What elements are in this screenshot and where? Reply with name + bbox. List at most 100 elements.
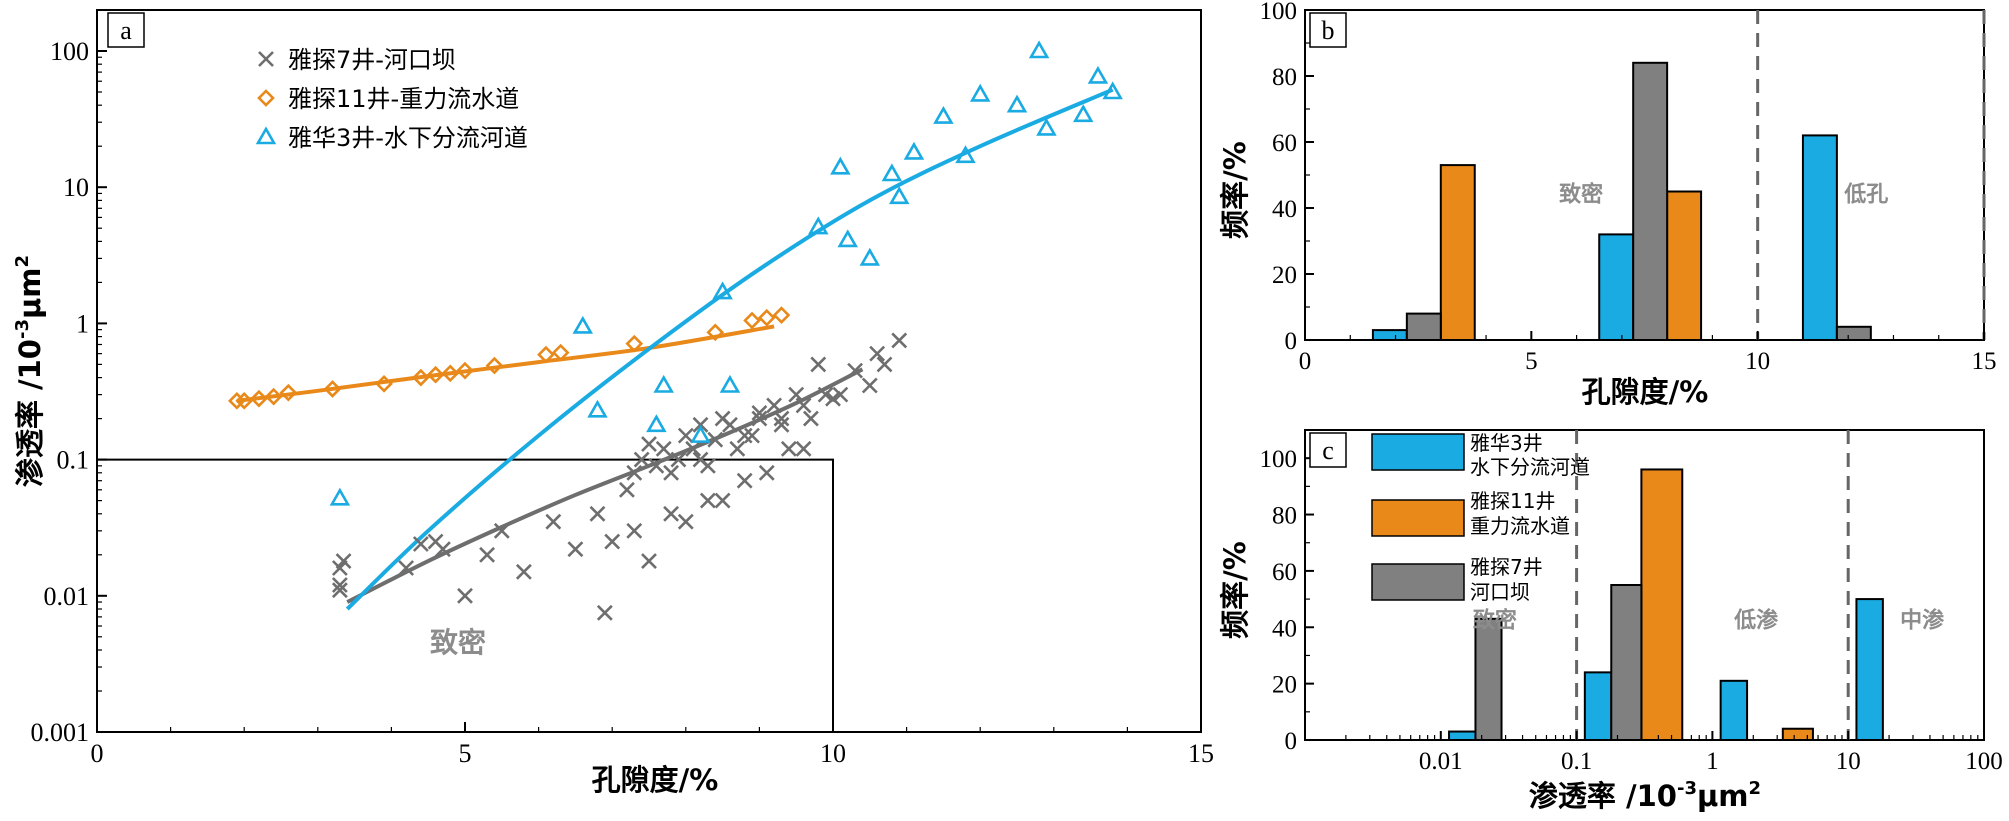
point-x [699,492,716,509]
point-x [604,533,621,550]
legend-label-yatan11: 雅探11井-重力流水道 [288,85,519,113]
bar-gray [1610,584,1643,741]
point-diamond [625,334,644,353]
y-tick-label: 1 [76,309,89,338]
point-x [810,356,827,373]
point-triangle [881,163,903,182]
panel-a-fit-curves [236,87,1114,611]
panel-c-legend: 雅华3井 水下分流河道 雅探11井 重力流水道 雅探7井 河口坝 [1371,431,1590,604]
legend-c-yatan7-line1: 雅探7井 [1470,555,1543,579]
point-triangle [587,399,608,418]
point-diamond [235,392,254,410]
c-x-title-main: 渗透率 /10 [1529,779,1677,813]
point-x [567,541,584,558]
bar-orange [1666,190,1703,341]
legend-c-yahua3: 雅华3井 水下分流河道 [1371,431,1590,479]
c-x-title-unit-exp: 2 [1749,778,1762,799]
point-diamond [706,323,725,342]
point-triangle [653,374,674,393]
point-triangle [1072,104,1094,123]
point-x [412,536,429,552]
panel-b-bars [1371,61,1872,342]
point-x [515,563,532,580]
point-triangle [1006,94,1028,113]
panel-c-letter: c [1322,436,1334,465]
bar-blue [1855,598,1884,741]
point-diamond [412,368,430,387]
legend-symbol-diamond [257,89,275,107]
legend-label-yatan7: 雅探7井-河口坝 [288,46,456,74]
tight-region-label: 致密 [430,626,486,659]
point-x [707,431,724,448]
panel-a-y-ticks: 100 10 1 0.1 0.01 0.001 [31,37,107,747]
bar-orange [1781,727,1814,742]
panel-a-porosity-permeability-scatter: 致密 100 10 1 0.1 0.01 0.001 0 5 10 15 a 雅探7井-河口坝 … [12,9,1214,797]
point-x [758,464,775,481]
point-x [780,440,797,457]
panel-b-y-axis-title: 频率/% [1218,141,1252,239]
region-label: 致密 [1559,181,1603,207]
point-x [891,332,908,349]
panel-c-permeability-frequency: 致密 低渗 中渗 0 20 40 60 80 100 0.01 0.1 1 10 100 c 雅华3井… [1218,429,2003,813]
point-x [641,436,657,453]
point-triangle [329,487,351,506]
y-title-main: 渗透率 /10 [13,339,47,487]
panel-c-region-labels: 致密 低渗 中渗 [1473,607,1945,633]
x-tick-label: 5 [1525,348,1538,375]
point-x [641,553,657,569]
c-x-title-exp: -3 [1677,778,1697,799]
legend-c-yatan11: 雅探11井 重力流水道 [1371,489,1570,538]
y-title-unit-exp: 2 [12,255,33,268]
y-tick-label: 80 [1272,503,1297,530]
legend-item-yahua3: 雅华3井-水下分流河道 [255,124,528,152]
x-tick-label: 15 [1188,739,1214,768]
bar-blue [1448,730,1477,742]
point-x [744,427,760,444]
panel-b-letter: b [1322,16,1335,45]
y-tick-label: 40 [1272,196,1297,223]
point-x [626,522,643,539]
point-x [714,410,731,427]
legend-c-swatch-blue [1371,433,1465,471]
point-diamond [441,364,460,383]
point-x [817,386,834,403]
point-x [435,541,451,558]
panel-b-porosity-frequency: 致密 低孔 0 20 40 60 80 100 0 5 10 15 b 孔隙度/% 频率/% [1218,0,1997,409]
point-x [803,410,819,427]
panel-b-letter-box [1309,12,1347,48]
point-diamond [323,380,342,398]
point-diamond [551,343,570,362]
point-x [655,440,672,457]
panel-b-x-axis-title: 孔隙度/% [1582,375,1709,409]
point-x [795,397,812,414]
legend-item-yatan7: 雅探7井-河口坝 [258,46,456,74]
point-x [729,440,746,457]
y-tick-label: 100 [1260,446,1298,473]
panel-a-plot-frame [96,9,1202,733]
point-x [335,553,352,569]
legend-c-yatan11-line2: 重力流水道 [1470,514,1570,538]
legend-c-yahua3-line2: 水下分流河道 [1470,455,1590,479]
fit-curve-triangle [345,87,1114,611]
region-label: 中渗 [1900,607,1945,633]
x-tick-label: 100 [1965,748,2003,775]
point-x [596,604,613,621]
x-tick-label: 10 [820,739,846,768]
x-tick-label: 10 [1836,748,1861,775]
point-x [331,582,348,599]
bar-gray [1835,325,1872,341]
point-diamond [485,356,504,375]
y-tick-label: 80 [1272,64,1297,91]
y-tick-label: 0.01 [44,582,90,611]
tight-region-box [97,458,834,732]
point-triangle [837,229,858,248]
bar-gray [1405,312,1442,342]
point-diamond [743,311,761,330]
point-diamond [772,306,791,324]
legend-marker-triangle [255,126,277,145]
x-tick-label: 0 [1299,348,1312,375]
bar-blue [1801,134,1838,341]
x-tick-label: 5 [459,739,472,768]
point-x [788,386,805,403]
